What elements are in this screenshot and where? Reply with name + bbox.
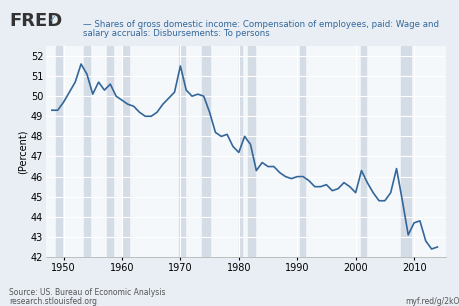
- Bar: [202, 46, 209, 257]
- Text: FRED: FRED: [9, 12, 62, 30]
- Bar: [400, 46, 410, 257]
- Bar: [299, 46, 304, 257]
- Y-axis label: (Percent): (Percent): [18, 129, 28, 174]
- Bar: [361, 46, 365, 257]
- Bar: [123, 46, 129, 257]
- Text: research.stlouisfed.org: research.stlouisfed.org: [9, 297, 97, 306]
- Text: — Shares of gross domestic income: Compensation of employees, paid: Wage and: — Shares of gross domestic income: Compe…: [83, 20, 438, 29]
- Bar: [56, 46, 62, 257]
- Bar: [84, 46, 90, 257]
- Text: ✓: ✓: [48, 14, 56, 24]
- Bar: [107, 46, 113, 257]
- Text: salary accruals: Disbursements: To persons: salary accruals: Disbursements: To perso…: [83, 29, 269, 38]
- Text: myf.red/g/2kOx: myf.red/g/2kOx: [404, 297, 459, 306]
- Bar: [247, 46, 254, 257]
- Text: Source: US. Bureau of Economic Analysis: Source: US. Bureau of Economic Analysis: [9, 288, 165, 297]
- Bar: [238, 46, 241, 257]
- Bar: [179, 46, 185, 257]
